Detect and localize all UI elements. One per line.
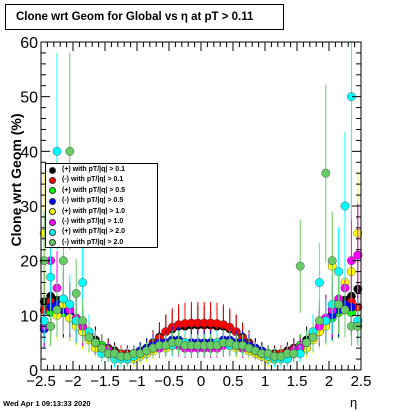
- data-point: [65, 299, 75, 309]
- x-tick-label: 1: [261, 373, 269, 390]
- timestamp-footer: Wed Apr 1 09:13:33 2020: [3, 399, 91, 408]
- data-point: [289, 349, 299, 358]
- x-tick-label: −1.5: [90, 373, 120, 390]
- y-tick-label: 50: [20, 90, 38, 107]
- data-point: [97, 343, 107, 353]
- x-tick-label: 2: [325, 373, 333, 390]
- y-tick-label: 30: [20, 199, 38, 216]
- x-tick-label: −2: [64, 373, 81, 390]
- x-tick-label: −0.5: [154, 373, 184, 390]
- y-tick-label: 20: [20, 254, 38, 271]
- data-point: [59, 256, 68, 266]
- data-point: [321, 168, 331, 178]
- legend-label: (-) with pT/|q| > 0.5: [62, 197, 124, 205]
- legend-entry: (-) with pT/|q| > 0.5: [49, 196, 157, 206]
- chart-marks: [39, 42, 363, 368]
- data-point: [71, 289, 81, 298]
- data-point: [340, 305, 350, 315]
- data-point: [314, 316, 324, 326]
- data-point: [91, 338, 100, 348]
- legend-label: (+) with pT/|q| > 0.5: [62, 186, 126, 194]
- data-point: [65, 146, 75, 156]
- data-point: [78, 278, 88, 287]
- legend-entry: (-) with pT/|q| > 0.1: [49, 175, 157, 185]
- y-tick-label: 40: [20, 144, 38, 161]
- data-point: [78, 316, 88, 326]
- x-axis-label: η: [350, 395, 358, 410]
- y-axis-label-text: Clone wrt Geom (%): [8, 113, 24, 247]
- y-axis-label: Clone wrt Geom (%): [7, 110, 25, 250]
- y-tick-label: 0: [29, 363, 38, 380]
- data-point: [334, 267, 343, 276]
- x-tick-label: 1.5: [287, 373, 308, 390]
- y-tick-label: 60: [20, 35, 38, 52]
- legend-label: (-) with pT/|q| > 1.0: [62, 217, 124, 225]
- legend: (+) with pT/|q| > 0.1 (-) with pT/|q| > …: [45, 163, 158, 248]
- x-tick-label: 2.5: [351, 373, 372, 390]
- legend-entry: (+) with pT/|q| > 1.0: [49, 207, 157, 217]
- x-tick-label: −1: [128, 373, 145, 390]
- chart-axes: 0 10 20 30 40 50 60 −2.5 −2 −1.5 −1 −0.5 0 0.5 1 1.5 2 2.…: [20, 35, 371, 390]
- data-point: [334, 299, 343, 309]
- data-point: [295, 261, 305, 271]
- data-point: [353, 250, 363, 260]
- data-point: [340, 201, 350, 211]
- data-point: [52, 305, 62, 315]
- legend-label: (-) with pT/|q| > 2.0: [62, 238, 124, 246]
- legend-label: (+) with pT/|q| > 2.0: [62, 228, 126, 236]
- data-point: [84, 332, 94, 342]
- legend-label: (-) with pT/|q| > 0.1: [62, 176, 124, 184]
- data-point: [308, 332, 318, 342]
- data-point: [46, 321, 55, 331]
- data-point: [52, 146, 62, 156]
- legend-entry: (-) with pT/|q| > 2.0: [49, 238, 157, 248]
- data-point: [327, 256, 337, 266]
- legend-marker-icon: [49, 166, 56, 174]
- data-point: [46, 272, 55, 282]
- x-tick-label: 0: [197, 373, 205, 390]
- legend-entry: (+) with pT/|q| > 0.1: [49, 165, 157, 175]
- chart-title: Clone wrt Geom for Global vs η at pT > 0…: [5, 4, 284, 30]
- legend-entry: (-) with pT/|q| > 1.0: [49, 217, 157, 227]
- legend-marker-icon: [49, 229, 56, 237]
- legend-marker-icon: [49, 218, 56, 226]
- data-point: [314, 278, 324, 287]
- data-point: [39, 316, 49, 326]
- legend-marker-icon: [49, 177, 56, 185]
- legend-marker-icon: [49, 239, 56, 247]
- legend-marker-icon: [49, 208, 56, 216]
- legend-marker-icon: [49, 187, 56, 195]
- legend-entry: (+) with pT/|q| > 0.5: [49, 186, 157, 196]
- y-tick-label: 10: [20, 308, 38, 325]
- legend-label: (+) with pT/|q| > 0.1: [62, 166, 126, 173]
- x-tick-label: −2.5: [26, 373, 56, 390]
- legend-entry: (+) with pT/|q| > 2.0: [49, 227, 157, 237]
- legend-marker-icon: [49, 197, 56, 205]
- data-point: [302, 338, 311, 348]
- legend-label: (+) with pT/|q| > 1.0: [62, 207, 126, 215]
- x-tick-label: 0.5: [223, 373, 244, 390]
